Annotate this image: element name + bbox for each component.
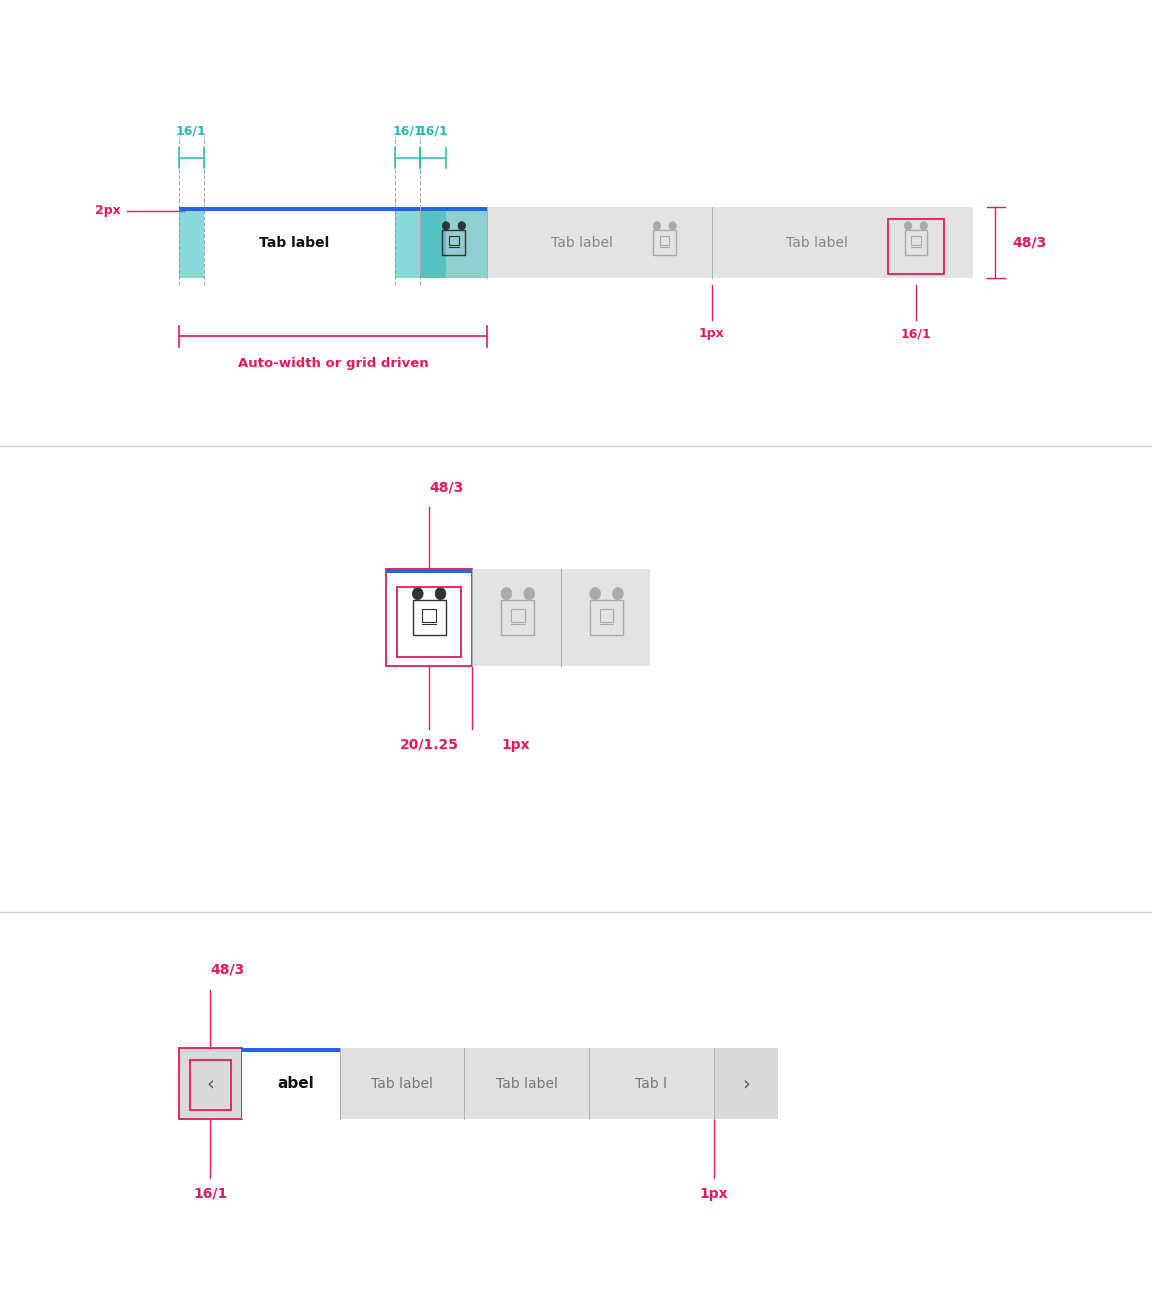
Text: Tab l: Tab l <box>635 1077 667 1091</box>
Text: 2px: 2px <box>96 204 121 217</box>
Bar <box>386 569 472 666</box>
Circle shape <box>458 221 465 230</box>
Bar <box>600 608 613 621</box>
Bar <box>589 1048 713 1119</box>
Text: 16/1: 16/1 <box>393 124 423 137</box>
Bar <box>179 1048 778 1119</box>
Text: Tab label: Tab label <box>495 1077 558 1091</box>
Circle shape <box>435 587 446 599</box>
Text: Tab label: Tab label <box>259 236 329 250</box>
Bar <box>412 600 446 635</box>
Text: 1px: 1px <box>699 327 725 340</box>
Bar <box>714 1048 778 1119</box>
Text: Tab label: Tab label <box>371 1077 433 1091</box>
Circle shape <box>613 587 623 599</box>
Bar <box>179 207 973 278</box>
Circle shape <box>920 221 927 230</box>
Bar <box>179 207 204 278</box>
Bar <box>590 600 623 635</box>
Bar <box>395 207 420 278</box>
Text: 1px: 1px <box>502 738 530 752</box>
Bar <box>242 1048 340 1119</box>
Text: 20/1.25: 20/1.25 <box>400 738 458 752</box>
Text: Tab label: Tab label <box>551 236 613 250</box>
Text: 16/1: 16/1 <box>176 124 206 137</box>
Text: 16/1: 16/1 <box>901 327 931 340</box>
Bar <box>449 237 458 245</box>
Bar <box>179 207 420 211</box>
Text: 48/3: 48/3 <box>211 963 244 977</box>
Bar <box>501 600 535 635</box>
Bar <box>420 207 487 211</box>
Bar <box>660 237 669 245</box>
Bar <box>911 237 920 245</box>
Bar <box>420 207 487 278</box>
Text: 16/1: 16/1 <box>194 1187 227 1201</box>
Text: 1px: 1px <box>700 1187 728 1201</box>
Bar <box>464 1048 589 1119</box>
Circle shape <box>669 221 676 230</box>
Bar <box>653 230 676 255</box>
Circle shape <box>412 587 423 599</box>
Text: ‹: ‹ <box>206 1074 214 1093</box>
Bar <box>396 587 461 657</box>
Bar <box>179 207 420 278</box>
Bar <box>242 1048 340 1052</box>
Text: 16/1: 16/1 <box>418 124 448 137</box>
Text: 48/3: 48/3 <box>1013 236 1047 250</box>
Circle shape <box>501 587 511 599</box>
Circle shape <box>590 587 600 599</box>
Circle shape <box>653 221 660 230</box>
Text: Tab label: Tab label <box>786 236 848 250</box>
Bar <box>442 230 465 255</box>
Circle shape <box>524 587 535 599</box>
Circle shape <box>904 221 911 230</box>
Bar <box>423 608 435 621</box>
Text: ›: › <box>742 1074 750 1093</box>
Bar <box>472 569 650 666</box>
Text: abel: abel <box>278 1077 314 1091</box>
Bar <box>386 569 472 573</box>
Bar <box>420 207 446 278</box>
Bar <box>511 608 524 621</box>
Text: 48/3: 48/3 <box>430 480 463 494</box>
Bar <box>189 1061 230 1109</box>
Text: Auto-width or grid driven: Auto-width or grid driven <box>237 357 429 370</box>
Bar <box>904 230 927 255</box>
Bar <box>340 1048 464 1119</box>
Circle shape <box>442 221 449 230</box>
Bar <box>888 220 943 274</box>
Bar <box>179 1048 242 1119</box>
